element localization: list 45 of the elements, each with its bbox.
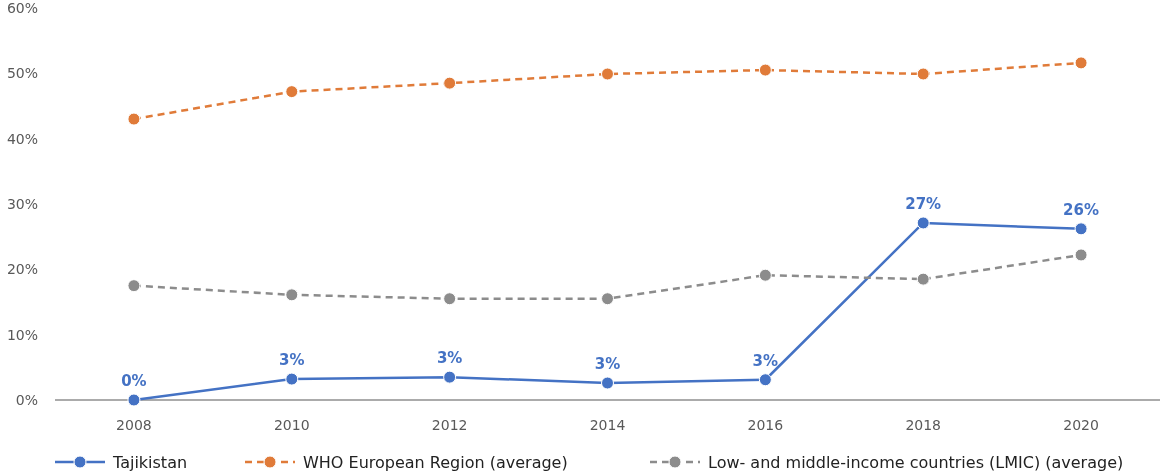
point [758,268,772,282]
point [758,63,772,77]
x-tick-label: 2016 [747,417,784,433]
point [127,112,141,126]
point [127,393,141,407]
point [916,216,930,230]
x-tick-label: 2008 [116,417,152,433]
point [443,370,457,384]
legend-label: Low- and middle-income countries (LMIC) (average) [708,453,1124,472]
point [127,279,141,293]
point [601,292,614,306]
point [443,76,457,90]
point [916,67,930,81]
x-tick-label: 2012 [431,417,468,433]
y-tick-label: 20% [6,261,38,278]
legend-label: Tajikistan [112,453,188,472]
data-label: 27% [905,194,942,213]
y-tick-label: 10% [6,326,38,343]
y-tick-label: 40% [6,130,38,147]
x-tick-label: 2020 [1063,417,1099,433]
x-tick-label: 2018 [905,417,942,433]
x-tick-label: 2014 [589,417,626,433]
point [916,272,930,286]
x-tick-label: 2010 [273,417,310,433]
data-label: 3% [279,351,305,370]
point [601,376,614,390]
y-tick-label: 60% [6,0,38,16]
data-label: 3% [752,351,779,370]
data-label: 0% [121,372,147,390]
point [1074,222,1088,236]
legend-label: WHO European Region (average) [303,453,568,472]
y-tick-label: 30% [6,196,38,212]
y-tick-label: 50% [6,65,38,82]
point [1074,56,1088,70]
data-label: 3% [594,355,621,374]
point [443,292,457,306]
point [285,288,299,302]
data-label: 3% [436,349,463,368]
point [601,67,614,81]
point [285,372,299,386]
point [758,373,772,387]
y-tick-label: 0% [15,392,38,408]
point [1074,248,1088,262]
point [285,85,299,99]
data-label: 26% [1063,200,1100,219]
